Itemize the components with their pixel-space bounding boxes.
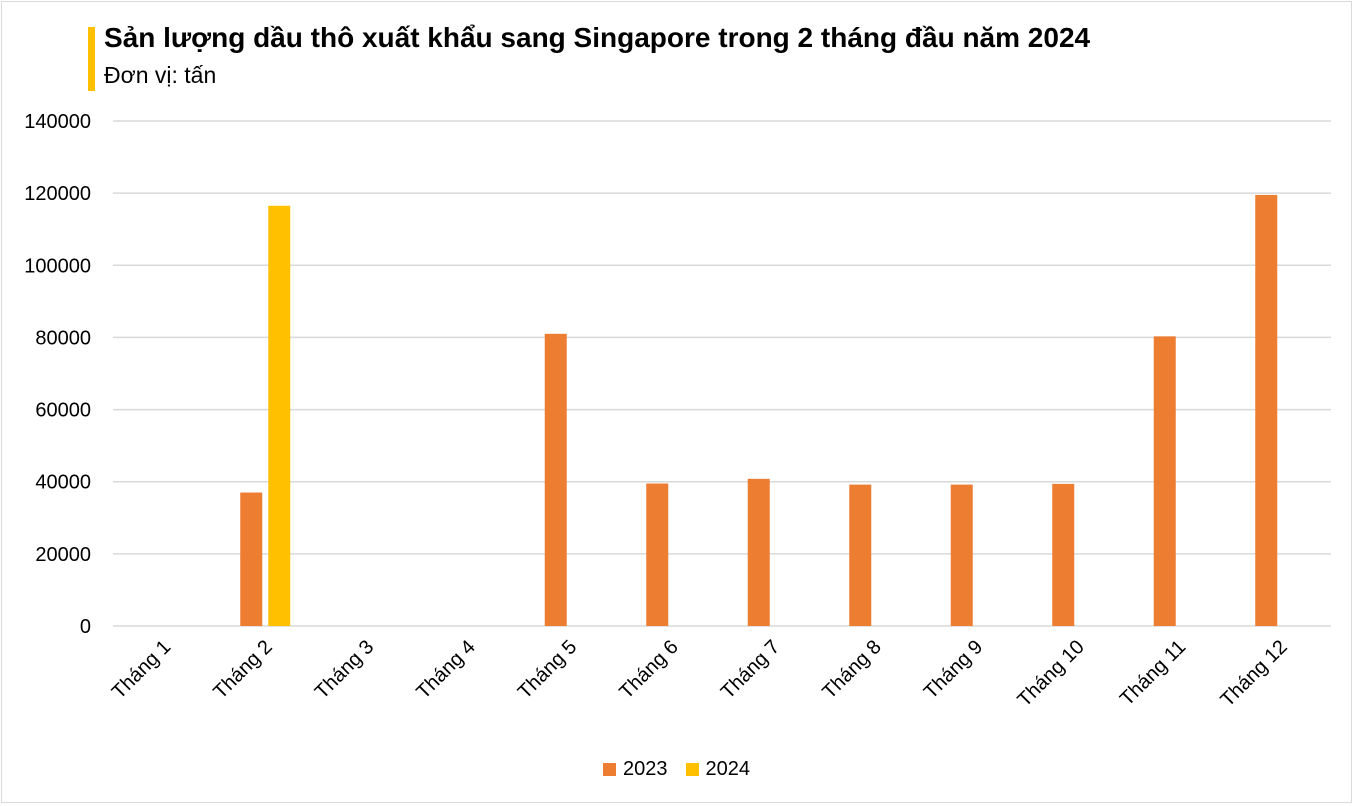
bar-2023-9 bbox=[950, 484, 973, 626]
x-tick-label: Tháng 8 bbox=[818, 636, 885, 703]
x-tick-label: Tháng 10 bbox=[1013, 636, 1088, 711]
legend-label: 2023 bbox=[623, 758, 668, 780]
bar-2023-11 bbox=[1153, 336, 1176, 626]
bar-2023-5 bbox=[544, 333, 567, 626]
y-tick-label: 120000 bbox=[24, 183, 91, 205]
bar-2023-12 bbox=[1255, 194, 1278, 627]
y-tick-label: 20000 bbox=[35, 544, 91, 566]
x-tick-label: Tháng 5 bbox=[514, 636, 581, 703]
legend-swatch bbox=[603, 763, 616, 776]
y-tick-label: 140000 bbox=[24, 111, 91, 133]
x-tick-label: Tháng 12 bbox=[1216, 636, 1291, 711]
bar-2024-2 bbox=[268, 205, 291, 626]
y-tick-label: 60000 bbox=[35, 400, 91, 422]
bar-2023-2 bbox=[240, 492, 263, 626]
gridlines bbox=[113, 120, 1331, 627]
chart-subtitle: Đơn vị: tấn bbox=[104, 62, 217, 88]
bar-2023-10 bbox=[1052, 483, 1075, 626]
legend-item-2023: 2023 bbox=[603, 758, 668, 781]
x-tick-label: Tháng 2 bbox=[209, 636, 276, 703]
y-tick-label: 80000 bbox=[35, 327, 91, 349]
legend-swatch bbox=[685, 763, 699, 776]
chart-title: Sản lượng dầu thô xuất khẩu sang Singapo… bbox=[104, 22, 1091, 53]
x-tick-label: Tháng 4 bbox=[412, 636, 479, 703]
bar-2023-6 bbox=[646, 483, 669, 626]
x-tick-label: Tháng 6 bbox=[615, 636, 682, 703]
y-tick-label: 100000 bbox=[24, 255, 91, 277]
legend-label: 2024 bbox=[705, 758, 751, 780]
legend-item-2024: 2024 bbox=[685, 758, 751, 781]
title-accent-bar bbox=[88, 27, 95, 91]
bar-2023-7 bbox=[747, 478, 770, 626]
x-tick-label: Tháng 3 bbox=[311, 636, 378, 703]
y-axis-ticks: 0 20000 40000 60000 80000 100000 120000 140000 bbox=[24, 111, 91, 638]
bars bbox=[240, 194, 1278, 627]
x-tick-label: Tháng 9 bbox=[920, 636, 987, 703]
x-tick-label: Tháng 1 bbox=[108, 636, 175, 703]
x-axis-ticks: Tháng 1 Tháng 2 Tháng 3 Tháng 4 Tháng 5 Tháng… bbox=[108, 636, 1292, 711]
legend: 2023 2024 bbox=[603, 758, 768, 781]
y-tick-label: 40000 bbox=[35, 472, 91, 494]
x-tick-label: Tháng 11 bbox=[1116, 636, 1190, 710]
y-tick-label: 0 bbox=[80, 616, 91, 638]
x-tick-label: Tháng 7 bbox=[717, 636, 784, 703]
bar-2023-8 bbox=[849, 484, 872, 626]
